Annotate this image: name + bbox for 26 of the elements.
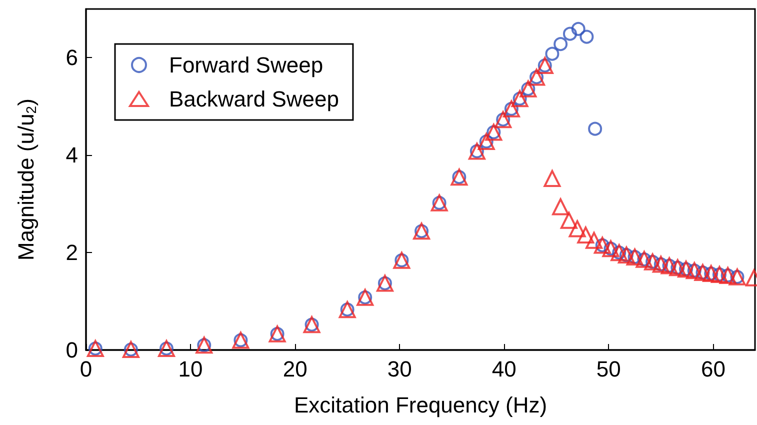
y-axis-title: Magnitude (u/u2) — [14, 98, 39, 260]
point — [552, 198, 570, 216]
point — [560, 212, 578, 229]
point — [571, 22, 586, 36]
x-tick-label: 50 — [596, 356, 621, 382]
x-tick-label: 20 — [282, 356, 308, 382]
x-axis-title: Excitation Frequency (Hz) — [294, 392, 548, 418]
y-tick-label: 0 — [66, 338, 78, 362]
point — [586, 232, 603, 249]
legend-label: Backward Sweep — [169, 86, 339, 112]
y-tick-label: 6 — [66, 45, 78, 70]
point — [554, 37, 568, 52]
x-tick-label: 60 — [700, 356, 726, 382]
y-tick-label: 2 — [66, 240, 78, 266]
legend-label: Forward Sweep — [169, 52, 324, 78]
x-tick-label: 30 — [387, 356, 412, 382]
x-tick-label: 10 — [178, 356, 203, 382]
point — [545, 46, 560, 61]
y-tick-label: 4 — [66, 142, 78, 168]
point — [562, 26, 577, 41]
point — [568, 220, 586, 238]
point — [580, 30, 594, 44]
point — [577, 226, 594, 244]
point — [588, 122, 602, 136]
point — [544, 170, 561, 188]
x-tick-label: 40 — [492, 356, 516, 382]
